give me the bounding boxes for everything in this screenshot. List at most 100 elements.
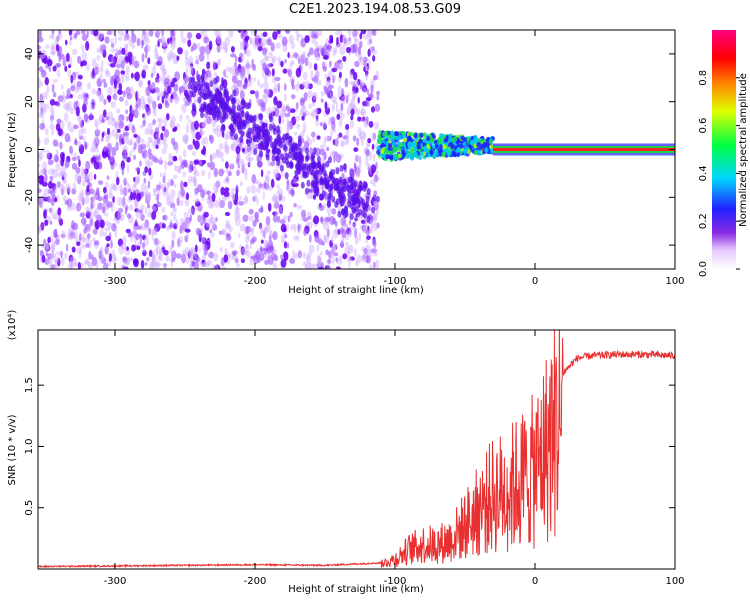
heatmap-cell bbox=[212, 183, 219, 193]
heatmap-cell bbox=[334, 201, 339, 208]
heatmap-cell bbox=[281, 36, 288, 47]
heatmap-cell bbox=[126, 116, 129, 122]
heatmap-cell bbox=[264, 259, 269, 265]
heatmap-cell bbox=[399, 142, 404, 148]
snr-line bbox=[38, 330, 675, 569]
heatmap-cell bbox=[225, 176, 229, 183]
heatmap-cell bbox=[364, 100, 370, 107]
heatmap-cell bbox=[221, 124, 226, 131]
heatmap-cell bbox=[452, 152, 457, 158]
heatmap-cell bbox=[222, 194, 226, 204]
heatmap-cell bbox=[193, 170, 200, 177]
heatmap-cell bbox=[68, 254, 74, 263]
heatmap-cell bbox=[198, 258, 202, 265]
heatmap-cell bbox=[47, 253, 52, 260]
heatmap-cell bbox=[97, 87, 102, 96]
heatmap-cell bbox=[352, 135, 357, 142]
heatmap-cell bbox=[349, 72, 354, 80]
heatmap-cell bbox=[194, 244, 198, 253]
heatmap-cell bbox=[260, 143, 265, 151]
heatmap-cell bbox=[93, 148, 100, 153]
heatmap-cell bbox=[367, 30, 371, 38]
heatmap-cell bbox=[256, 99, 260, 105]
heatmap-cell bbox=[327, 258, 332, 265]
heatmap-cell bbox=[322, 55, 329, 60]
heatmap-cell bbox=[359, 55, 363, 62]
heatmap-cell bbox=[86, 174, 90, 179]
heatmap-cell bbox=[310, 168, 315, 176]
heatmap-cell bbox=[79, 116, 83, 123]
heatmap-cell bbox=[39, 150, 44, 160]
heatmap-cell bbox=[191, 90, 196, 98]
heatmap-cell bbox=[354, 235, 359, 245]
heatmap-cell bbox=[80, 62, 84, 67]
heatmap-cell bbox=[363, 211, 367, 219]
heatmap-cell bbox=[71, 220, 75, 230]
heatmap-cell bbox=[171, 250, 177, 260]
heatmap-cell bbox=[276, 30, 281, 35]
heatmap-cell bbox=[297, 33, 303, 38]
heatmap-cell bbox=[50, 243, 56, 253]
heatmap-cell bbox=[240, 258, 245, 264]
heatmap-cell bbox=[79, 248, 82, 259]
heatmap-cell bbox=[84, 237, 88, 244]
heatmap-cell bbox=[488, 139, 493, 145]
heatmap-cell bbox=[300, 54, 305, 65]
heatmap-cell bbox=[236, 104, 241, 112]
heatmap-cell bbox=[148, 167, 152, 176]
heatmap-cell bbox=[103, 231, 107, 237]
heatmap-cell bbox=[141, 53, 145, 63]
heatmap-cell bbox=[203, 211, 209, 218]
heatmap-cell bbox=[367, 48, 371, 57]
heatmap-cell bbox=[341, 220, 346, 227]
heatmap-cell bbox=[268, 253, 273, 261]
heatmap-cell bbox=[460, 135, 465, 141]
heatmap-cell bbox=[199, 91, 204, 98]
heatmap-cell bbox=[342, 55, 347, 62]
heatmap-cell bbox=[179, 199, 184, 207]
heatmap-cell bbox=[229, 94, 234, 102]
heatmap-cell bbox=[144, 52, 148, 59]
heatmap-cell bbox=[117, 49, 122, 56]
heatmap-cell bbox=[370, 225, 374, 234]
heatmap-cell bbox=[312, 147, 317, 155]
heatmap-cell bbox=[269, 244, 274, 254]
heatmap-cell bbox=[349, 119, 355, 129]
heatmap-cell bbox=[330, 128, 334, 138]
heatmap-cell bbox=[38, 155, 43, 161]
heatmap-cell bbox=[155, 89, 161, 95]
heatmap-cell bbox=[218, 203, 223, 209]
heatmap-cell bbox=[61, 174, 65, 181]
heatmap-cell bbox=[266, 138, 271, 146]
heatmap-cell bbox=[265, 216, 271, 226]
heatmap-cell bbox=[245, 250, 251, 258]
heatmap-cell bbox=[103, 212, 109, 217]
heatmap-cell bbox=[144, 189, 149, 200]
heatmap-cell bbox=[272, 128, 277, 135]
heatmap-cell bbox=[346, 46, 351, 54]
heatmap-cell bbox=[347, 190, 352, 198]
heatmap-cell bbox=[182, 249, 187, 257]
heatmap-cell bbox=[262, 62, 268, 72]
heatmap-cell bbox=[142, 98, 146, 105]
heatmap-cell bbox=[118, 121, 124, 129]
snr-series bbox=[38, 330, 675, 569]
heatmap-cell bbox=[209, 203, 215, 208]
heatmap-cell bbox=[276, 148, 281, 156]
heatmap-cell bbox=[190, 67, 196, 77]
heatmap-cell bbox=[269, 161, 276, 167]
heatmap-cell bbox=[122, 154, 128, 161]
heatmap-cell bbox=[442, 144, 447, 150]
heatmap-cell bbox=[145, 194, 151, 205]
heatmap-cell bbox=[71, 162, 78, 170]
heatmap-cell bbox=[325, 38, 330, 45]
heatmap-cell bbox=[81, 179, 86, 187]
heatmap-cell bbox=[376, 95, 380, 101]
heatmap-cell bbox=[50, 207, 54, 216]
heatmap-cell bbox=[284, 58, 287, 64]
heatmap-cell bbox=[343, 163, 347, 171]
heatmap-cell bbox=[192, 131, 196, 139]
heatmap-cell bbox=[223, 91, 228, 99]
heatmap-cell bbox=[141, 150, 146, 157]
heatmap-cell bbox=[276, 184, 280, 189]
